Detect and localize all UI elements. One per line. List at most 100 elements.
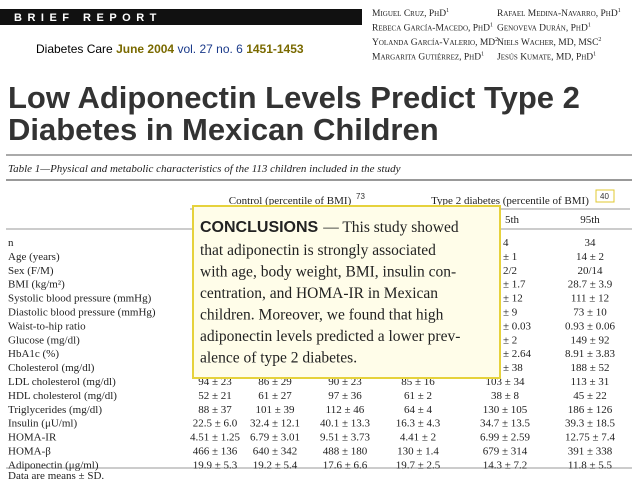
cell: 61 ± 27 (258, 390, 292, 402)
cell: 11.8 ± 5.5 (568, 459, 613, 471)
cell: ± 0.03 (503, 320, 532, 332)
author: Jesús Kumate, MD, PhD1 (497, 52, 596, 63)
cell: 4 (503, 237, 509, 249)
conclusions-line: CONCLUSIONS — This study showed (200, 219, 459, 236)
author: Niels Wacher, MD, MSC2 (497, 37, 601, 48)
author-sup: 1 (446, 8, 449, 14)
citation-box (28, 38, 350, 60)
author: Margarita Gutiérrez, PhD1 (372, 52, 484, 63)
author-sup: 2 (598, 37, 601, 43)
cell: ± 2.64 (503, 348, 532, 360)
cell: 149 ± 92 (570, 334, 609, 346)
cell: 130 ± 1.4 (397, 446, 439, 458)
author-name: Rafael Medina-Navarro, PhD (497, 9, 618, 19)
author: Rafael Medina-Navarro, PhD1 (497, 8, 621, 19)
cell: ± 9 (503, 307, 518, 319)
row-label: Insulin (μU/ml) (8, 418, 77, 430)
banner-bar (0, 9, 362, 25)
title-line: Diabetes in Mexican Children (8, 112, 439, 147)
cell: 39.3 ± 18.5 (565, 418, 616, 430)
cell: ± 38 (503, 362, 523, 374)
row-label: Age (years) (8, 251, 60, 263)
cell: 188 ± 52 (570, 362, 609, 374)
cell: 19.7 ± 2.5 (396, 459, 441, 471)
author: Rebeca García-Macedo, PhD1 (372, 23, 493, 34)
cell: 6.99 ± 2.59 (480, 432, 531, 444)
author: Genoveva Durán, PhD1 (497, 23, 591, 34)
cell: 73 ± 10 (573, 307, 607, 319)
cell: 52 ± 21 (198, 390, 232, 402)
date: June 2004 (116, 42, 174, 56)
cell: 466 ± 136 (193, 446, 238, 458)
author-sup: 1 (481, 52, 484, 58)
cell: 12.75 ± 7.4 (565, 432, 616, 444)
volume: vol. 27 no. 6 (177, 42, 243, 56)
row-label: HbA1c (%) (8, 348, 59, 360)
author-name: Genoveva Durán, PhD (497, 24, 588, 34)
author-name: Yolanda García-Valerio, MD (372, 38, 495, 48)
conclusions-box (192, 205, 501, 379)
marker-box (595, 189, 615, 203)
cell: 186 ± 126 (568, 404, 613, 416)
row-label: BMI (kg/m²) (8, 279, 65, 291)
author-sup: 1 (618, 8, 621, 14)
conclusions-line: centration, and HOMA-IR in Mexican (200, 285, 438, 302)
cell: 679 ± 314 (483, 446, 528, 458)
conclusions-text: — This study showed (322, 219, 459, 236)
marker: 73 (356, 192, 365, 201)
journal: Diabetes Care (36, 42, 113, 56)
row-label: Sex (F/M) (8, 265, 54, 277)
row-label: Diastolic blood pressure (mmHg) (8, 307, 156, 319)
cell: 112 ± 46 (326, 404, 365, 416)
author: Yolanda García-Valerio, MD2 (372, 37, 498, 48)
cell: 19.2 ± 5.4 (253, 459, 298, 471)
cell: 34.7 ± 13.5 (480, 418, 531, 430)
cell: 20/14 (577, 265, 603, 277)
pages: 1451-1453 (246, 42, 304, 56)
cell: 391 ± 338 (568, 446, 613, 458)
cell: ± 1.7 (503, 279, 526, 291)
cell: 111 ± 12 (571, 293, 609, 305)
author-name: Jesús Kumate, MD, PhD (497, 53, 593, 63)
cell: ± 1 (503, 251, 517, 263)
cell: ± 2 (503, 334, 517, 346)
author-sup: 1 (593, 52, 596, 58)
conclusions-heading: CONCLUSIONS (200, 219, 319, 236)
cell: 45 ± 22 (573, 390, 607, 402)
cell: 6.79 ± 3.01 (250, 432, 300, 444)
row-label: Systolic blood pressure (mmHg) (8, 293, 152, 305)
cell: 8.91 ± 3.83 (565, 348, 616, 360)
cell: 34 (585, 237, 597, 249)
row-label: Waist-to-hip ratio (8, 320, 86, 332)
row-label: Triglycerides (mg/dl) (8, 404, 102, 416)
footnote: Data are means ± SD. (8, 470, 104, 479)
author-name: Niels Wacher, MD, MSC (497, 38, 598, 48)
author-name: Miguel Cruz, PhD (372, 9, 446, 19)
author-name: Rebeca García-Macedo, PhD (372, 24, 490, 34)
row-label: HOMA-β (8, 446, 51, 458)
cell: 64 ± 4 (404, 404, 433, 416)
row-label: n (8, 237, 14, 249)
cell: 22.5 ± 6.0 (193, 418, 238, 430)
conclusions-line: alence of type 2 diabetes. (200, 350, 357, 367)
row-label: Glucose (mg/dl) (8, 334, 80, 346)
cell: 14 ± 2 (576, 251, 604, 263)
author-sup: 2 (495, 37, 498, 43)
row-label: LDL cholesterol (mg/dl) (8, 376, 116, 388)
cell: 4.41 ± 2 (400, 432, 436, 444)
row-label: Adiponectin (μg/ml) (8, 459, 99, 471)
cell: 4.51 ± 1.25 (190, 432, 241, 444)
author: Miguel Cruz, PhD1 (372, 8, 449, 19)
subheader: 5th (505, 214, 520, 226)
cell: 28.7 ± 3.9 (568, 279, 613, 291)
row-label: Cholesterol (mg/dl) (8, 362, 95, 374)
cell: 88 ± 37 (198, 404, 232, 416)
cell: 113 ± 31 (571, 376, 610, 388)
conclusions-line: with age, body weight, BMI, insulin con- (200, 264, 456, 281)
cell: 0.93 ± 0.06 (565, 320, 616, 332)
banner-text: BRIEF REPORT (14, 12, 162, 24)
conclusions-line: children. Moreover, we found that high (200, 307, 444, 324)
author-name: Margarita Gutiérrez, PhD (372, 53, 481, 63)
cell: 2/2 (503, 265, 517, 277)
